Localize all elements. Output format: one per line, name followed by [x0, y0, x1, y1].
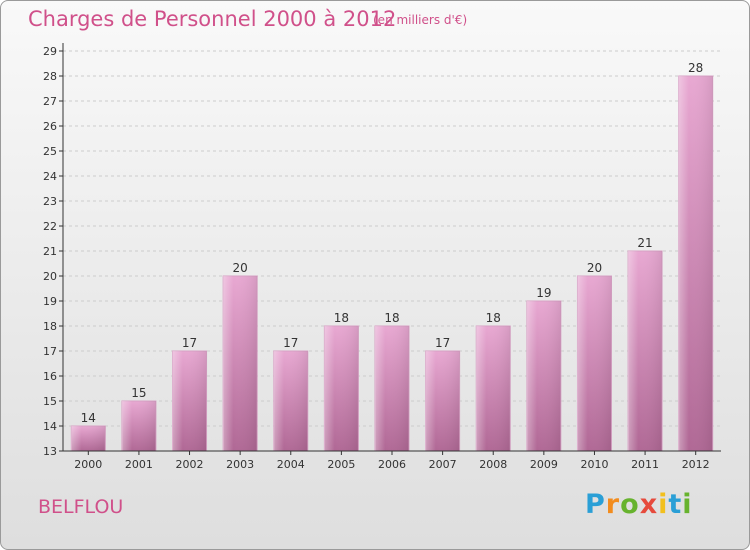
x-tick-label: 2012: [682, 458, 710, 471]
bar-shading: [628, 251, 663, 451]
y-tick-label: 20: [43, 270, 57, 283]
bar-value-label: 17: [435, 336, 450, 350]
bar-value-label: 17: [283, 336, 298, 350]
y-tick-label: 24: [43, 170, 57, 183]
chart-title: Charges de Personnel 2000 à 2012: [28, 7, 397, 31]
bars-layer: 14 15 17 20 17 18 18 17 18 19 20 21 28: [70, 61, 714, 452]
y-tick-label: 17: [43, 345, 57, 358]
x-tick-label: 2005: [327, 458, 355, 471]
bar-shading: [172, 351, 207, 451]
bar-value-label: 17: [182, 336, 197, 350]
y-tick-label: 14: [43, 420, 57, 433]
bar-value-label: 15: [131, 386, 146, 400]
bar-shading: [223, 276, 258, 451]
y-tick-label: 19: [43, 295, 57, 308]
bar-value-label: 21: [637, 236, 652, 250]
bar-shading: [273, 351, 308, 451]
y-tick-label: 27: [43, 95, 57, 108]
chart-subtitle: (en milliers d'€): [373, 13, 468, 27]
x-tick-label: 2008: [479, 458, 507, 471]
bar-shading: [678, 76, 713, 451]
bar-value-label: 18: [486, 311, 501, 325]
x-tick-label: 2006: [378, 458, 406, 471]
bar-shading: [375, 326, 409, 451]
bar-shading: [71, 426, 106, 451]
bar-value-label: 19: [536, 286, 551, 300]
bar-shading: [577, 276, 612, 451]
y-tick-label: 26: [43, 120, 57, 133]
axis-layer: 13 14 15 16 17 18 19 20 21 22 23 24 25 26 27 28 29 2000 20…: [43, 43, 721, 471]
bar-shading: [425, 351, 460, 451]
y-tick-label: 18: [43, 320, 57, 333]
y-tick-label: 25: [43, 145, 57, 158]
x-tick-label: 2010: [580, 458, 608, 471]
bar-value-label: 14: [81, 411, 96, 425]
bar-value-label: 18: [384, 311, 399, 325]
y-tick-label: 28: [43, 70, 57, 83]
x-tick-label: 2011: [631, 458, 659, 471]
bar-shading: [476, 326, 511, 451]
commune-name: BELFLOU: [38, 496, 124, 518]
x-tick-label: 2001: [125, 458, 153, 471]
x-tick-label: 2002: [176, 458, 204, 471]
bar-value-label: 18: [334, 311, 349, 325]
x-tick-label: 2004: [277, 458, 305, 471]
y-tick-label: 15: [43, 395, 57, 408]
y-tick-label: 21: [43, 245, 57, 258]
bar-shading: [526, 301, 561, 451]
proxiti-logo[interactable]: Proxiti: [585, 489, 693, 520]
x-tick-label: 2007: [429, 458, 457, 471]
x-tick-label: 2000: [74, 458, 102, 471]
y-tick-label: 22: [43, 220, 57, 233]
x-tick-label: 2003: [226, 458, 254, 471]
y-tick-label: 13: [43, 445, 57, 458]
y-tick-label: 29: [43, 45, 57, 58]
y-tick-label: 16: [43, 370, 57, 383]
bar-value-label: 20: [587, 261, 602, 275]
bar-value-label: 28: [688, 61, 703, 75]
bar-shading: [324, 326, 359, 451]
bar-value-label: 20: [233, 261, 248, 275]
x-tick-label: 2009: [530, 458, 558, 471]
y-tick-label: 23: [43, 195, 57, 208]
bar-shading: [121, 401, 156, 451]
